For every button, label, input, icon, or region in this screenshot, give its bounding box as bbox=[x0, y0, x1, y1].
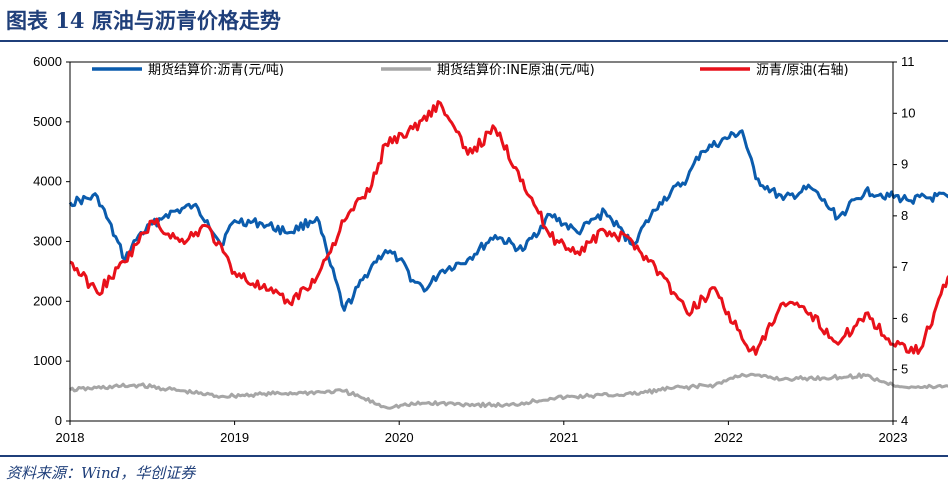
footer-rule bbox=[0, 455, 948, 457]
y-left-tick-label: 3000 bbox=[33, 234, 62, 249]
y-left-tick-label: 2000 bbox=[33, 293, 62, 308]
y-right-tick-label: 9 bbox=[901, 157, 908, 172]
y-left-tick-label: 4000 bbox=[33, 174, 62, 189]
y-right-tick-label: 4 bbox=[901, 413, 908, 428]
y-right-tick-label: 6 bbox=[901, 310, 908, 325]
x-tick-label: 2023 bbox=[879, 430, 908, 445]
x-tick-label: 2021 bbox=[549, 430, 578, 445]
source-note: 资料来源：Wind，华创证券 bbox=[6, 464, 196, 482]
y-right-tick-label: 11 bbox=[901, 54, 915, 69]
x-tick-label: 2022 bbox=[714, 430, 743, 445]
y-left-tick-label: 1000 bbox=[33, 353, 62, 368]
title-rule bbox=[0, 40, 948, 42]
legend-label: 沥青/原油(右轴) bbox=[756, 63, 849, 78]
plot-frame bbox=[69, 61, 894, 422]
page-title: 图表 14 原油与沥青价格走势 bbox=[6, 8, 281, 33]
y-right-tick-label: 7 bbox=[901, 259, 908, 274]
y-left-tick-label: 6000 bbox=[33, 54, 62, 69]
legend-label: 期货结算价:沥青(元/吨) bbox=[148, 62, 284, 78]
y-left-tick-label: 5000 bbox=[33, 114, 62, 129]
series-line-3 bbox=[69, 100, 948, 356]
legend-label: 期货结算价:INE原油(元/吨) bbox=[437, 62, 595, 78]
series-line-2 bbox=[69, 372, 948, 410]
x-tick-label: 2018 bbox=[56, 430, 85, 445]
series-line-1 bbox=[68, 129, 948, 312]
x-tick-label: 2020 bbox=[385, 430, 414, 445]
y-left-tick-label: 0 bbox=[55, 413, 62, 428]
x-tick-label: 2019 bbox=[220, 430, 249, 445]
y-right-tick-label: 10 bbox=[901, 105, 915, 120]
y-right-tick-label: 8 bbox=[901, 208, 908, 223]
y-right-tick-label: 5 bbox=[901, 362, 908, 377]
